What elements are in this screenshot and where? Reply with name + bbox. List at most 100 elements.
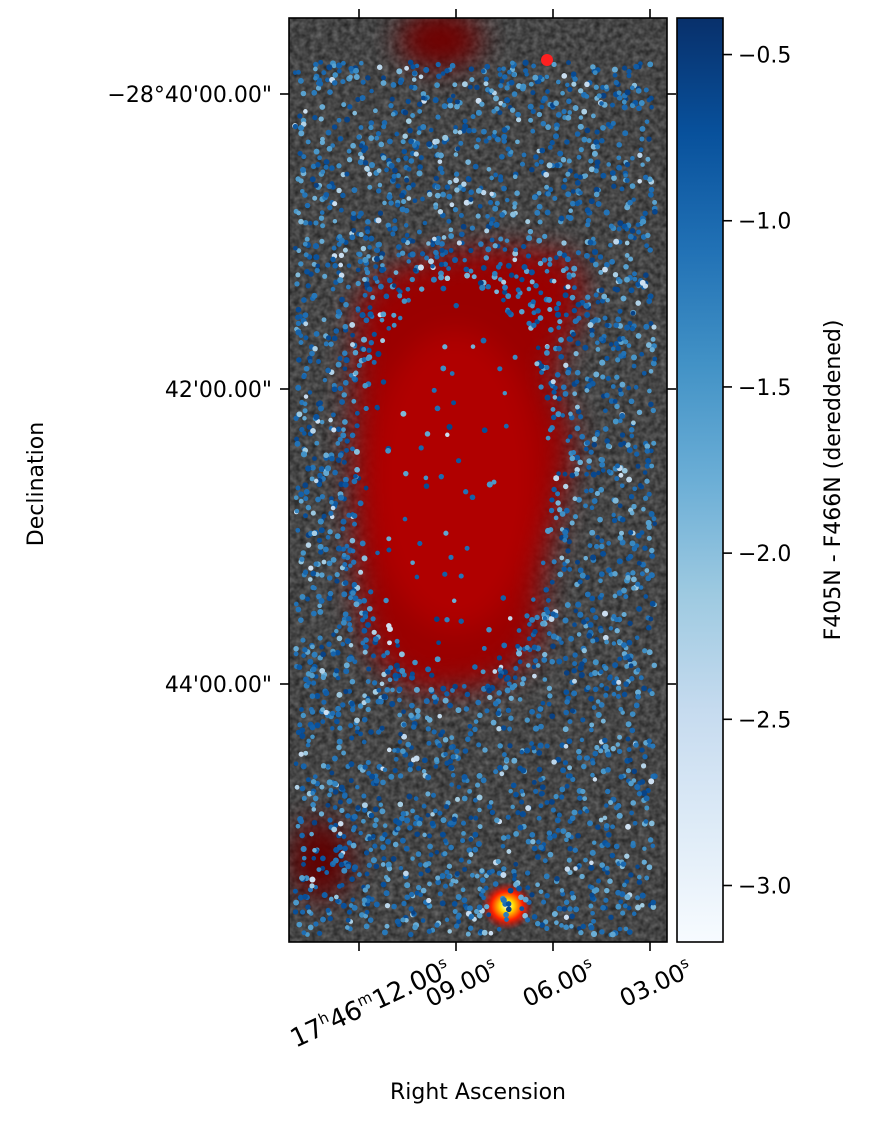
star-point (492, 129, 497, 135)
star-point (595, 346, 601, 352)
star-point (298, 78, 304, 84)
star-point (351, 211, 356, 216)
star-point (307, 924, 314, 931)
star-point (475, 841, 482, 847)
star-point (380, 881, 387, 888)
star-point (544, 269, 550, 274)
star-point (588, 924, 595, 931)
star-point (626, 343, 632, 348)
star-point (565, 114, 572, 121)
star-point (494, 200, 500, 206)
star-point (570, 776, 576, 783)
star-point (346, 798, 353, 805)
star-point (589, 727, 594, 733)
star-point (602, 634, 609, 641)
star-point (342, 366, 348, 371)
star-point (398, 865, 404, 871)
star-point (354, 467, 360, 473)
star-point (465, 736, 471, 742)
star-point (372, 843, 378, 849)
star-point (355, 805, 361, 811)
star-point (550, 379, 556, 385)
star-point (502, 74, 508, 80)
star-point (310, 510, 316, 516)
star-point (610, 824, 616, 830)
star-point (302, 416, 307, 421)
star-point (584, 808, 590, 814)
star-point (510, 60, 515, 66)
star-point (533, 658, 539, 664)
colorbar-gradient (676, 17, 724, 943)
star-point (373, 863, 380, 870)
star-point (529, 741, 534, 746)
star-point (474, 873, 480, 879)
star-point (427, 833, 432, 839)
star-point (396, 68, 403, 75)
star-point (599, 457, 605, 463)
star-point (337, 831, 343, 836)
star-point (367, 836, 372, 841)
star-point (320, 763, 327, 769)
star-point (326, 335, 332, 341)
star-point (628, 757, 633, 763)
star-point (551, 486, 557, 493)
colorbar-tick-label: −2.0 (738, 542, 791, 567)
star-point (543, 171, 550, 178)
star-point (599, 298, 606, 304)
star-point (429, 820, 436, 827)
star-point (403, 845, 410, 852)
star-point (310, 644, 315, 650)
star-point (349, 706, 356, 713)
star-point (396, 820, 403, 827)
star-point (386, 547, 392, 553)
star-point (629, 711, 636, 717)
star-point (605, 443, 612, 449)
star-point (474, 144, 480, 150)
star-point (546, 598, 551, 603)
star-point (606, 540, 612, 546)
star-point (399, 250, 406, 256)
star-point (355, 280, 361, 287)
star-point (461, 795, 468, 802)
star-point (298, 340, 304, 345)
star-point (613, 79, 619, 86)
colorbar-tick-label: −1.0 (738, 210, 791, 235)
star-point (301, 930, 307, 935)
star-point (551, 61, 557, 68)
star-point (618, 899, 624, 905)
star-point (314, 478, 319, 484)
star-point (348, 761, 355, 767)
star-point (433, 699, 438, 705)
star-point (431, 792, 436, 798)
star-point (510, 211, 516, 218)
star-point (442, 697, 449, 704)
star-point (567, 846, 573, 852)
star-point (358, 125, 364, 130)
star-point (632, 276, 638, 282)
star-point (414, 707, 421, 714)
star-point (617, 748, 623, 754)
star-point (561, 384, 567, 390)
x-tick-label: 03.00s (614, 953, 696, 1013)
star-point (582, 796, 588, 801)
star-point (442, 344, 448, 350)
star-point (467, 723, 473, 729)
star-point (332, 72, 338, 78)
star-point (564, 837, 569, 843)
star-point (585, 617, 590, 622)
colorbar-label: F405N - F466N (dereddened) (821, 320, 846, 641)
star-point (341, 60, 346, 66)
star-point (384, 167, 389, 173)
star-point (302, 219, 309, 226)
star-point (604, 84, 609, 90)
star-point (526, 663, 531, 668)
star-point (358, 731, 363, 737)
star-point (583, 302, 590, 309)
star-point (539, 922, 545, 928)
star-point (361, 357, 367, 363)
star-point (458, 618, 464, 624)
star-point (537, 706, 544, 712)
star-point (299, 733, 306, 739)
star-point (340, 702, 346, 708)
star-point (611, 679, 617, 686)
